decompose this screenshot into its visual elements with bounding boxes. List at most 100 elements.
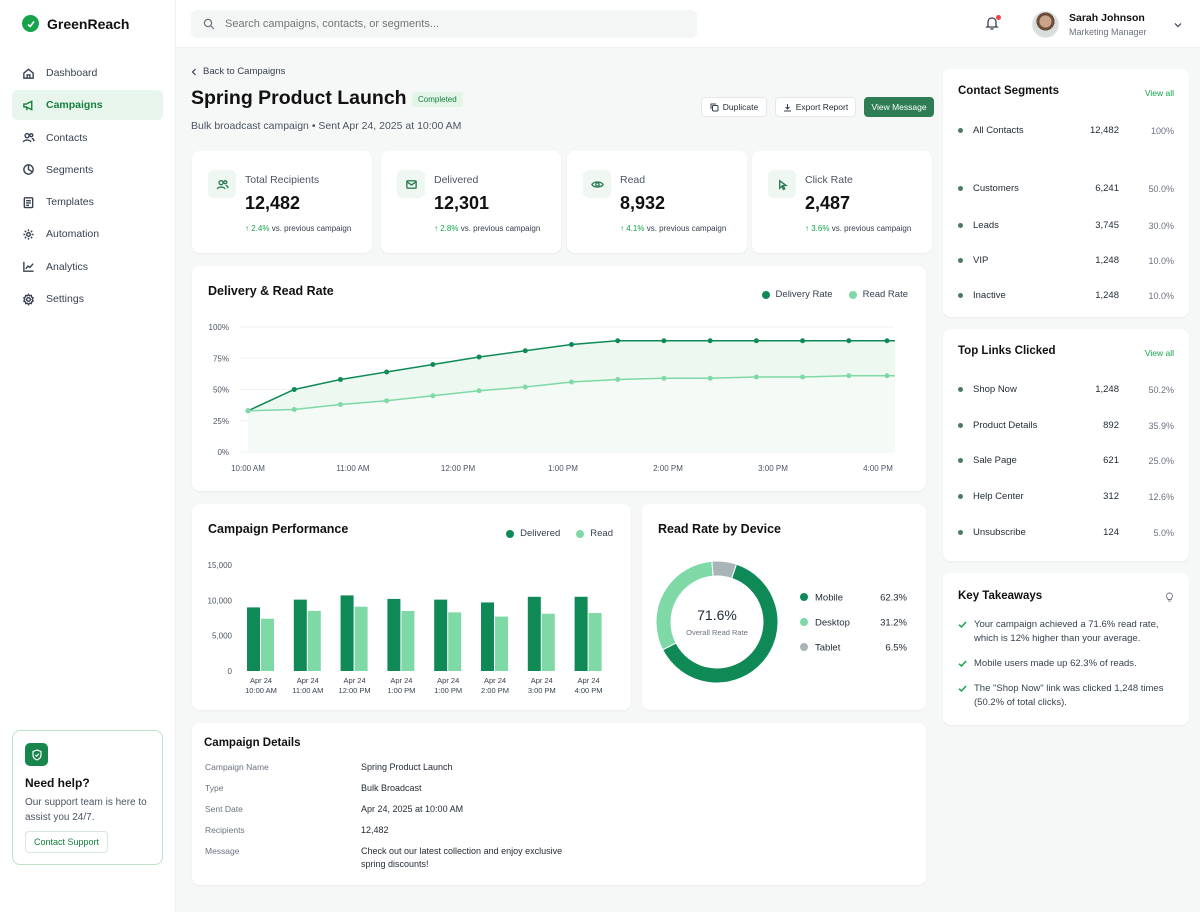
segment-count: 3,745 [1095, 220, 1119, 231]
contact-support-button[interactable]: Contact Support [25, 831, 109, 853]
detail-value: Spring Product Launch [361, 762, 453, 772]
x-tick-label: Apr 24 12:00 PM [339, 676, 371, 695]
notifications-button[interactable] [984, 15, 1002, 33]
brand-name: GreenReach [47, 15, 130, 32]
data-point [800, 374, 806, 380]
segment-percent: 50.0% [1148, 183, 1174, 194]
link-row[interactable]: Shop Now 1,248 50.2% [958, 384, 1174, 395]
link-clicks: 621 [1103, 455, 1119, 466]
segment-row[interactable]: Inactive 1,248 10.0% [958, 290, 1174, 301]
legend-label: Delivered [520, 528, 561, 539]
x-tick-label: 10:00 AM [231, 464, 265, 473]
delivery-read-chart-card: Delivery & Read Rate Delivery Rate Read … [192, 266, 926, 491]
panel-title: Key Takeaways [958, 590, 1043, 602]
user-menu[interactable]: Sarah Johnson Marketing Manager [1032, 11, 1183, 38]
segment-percent: 10.0% [1148, 255, 1174, 266]
sidebar-item-label: Segments [46, 163, 94, 176]
bar-delivered [527, 596, 541, 671]
link-row[interactable]: Product Details 892 35.9% [958, 420, 1174, 431]
stat-change-suffix: vs. previous campaign [271, 224, 352, 233]
campaign-details-card: Campaign Details Campaign Name Spring Pr… [192, 723, 926, 885]
chevron-left-icon [191, 68, 196, 75]
x-tick-label: 2:00 PM [653, 464, 683, 473]
y-tick-label: 25% [213, 417, 229, 426]
data-point [291, 407, 297, 412]
top-links-card: Top Links Clicked View all Shop Now 1,248… [943, 329, 1189, 561]
sidebar-item-segments[interactable]: Segments [12, 155, 163, 185]
link-clicks: 1,248 [1095, 384, 1119, 395]
chevron-down-icon [1174, 22, 1181, 27]
data-point [707, 338, 713, 344]
view-all-links-link[interactable]: View all [1144, 348, 1174, 358]
stat-change-suffix: vs. previous campaign [831, 224, 912, 233]
download-icon [783, 103, 791, 111]
details-title: Campaign Details [204, 737, 301, 749]
view-all-segments-link[interactable]: View all [1144, 88, 1174, 98]
sidebar-item-contacts[interactable]: Contacts [12, 123, 163, 153]
segment-row[interactable]: All Contacts 12,482 100% [958, 125, 1174, 136]
data-point [430, 362, 436, 367]
top-bar: Sarah Johnson Marketing Manager [176, 0, 1200, 48]
user-role: Marketing Manager [1069, 27, 1147, 37]
lightbulb-icon [1166, 592, 1173, 602]
link-row[interactable]: Unsubscribe 124 5.0% [958, 527, 1174, 538]
sidebar-item-analytics[interactable]: Analytics [12, 252, 163, 282]
legend-item-read: Read Rate [848, 289, 908, 300]
brand-logo[interactable]: GreenReach [22, 15, 129, 32]
mail-icon [397, 170, 425, 198]
user-name: Sarah Johnson [1069, 12, 1145, 24]
key-takeaways-card: Key Takeaways Your campaign achieved a 7… [943, 573, 1189, 725]
avatar [1032, 11, 1059, 38]
home-icon [23, 67, 34, 79]
takeaway-text: The "Shop Now" link was clicked 1,248 ti… [974, 683, 1164, 708]
x-tick-label: Apr 24 10:00 AM [245, 676, 277, 695]
sidebar-item-settings[interactable]: Settings [12, 284, 163, 314]
legend-label: Desktop [815, 618, 850, 629]
page-subtitle: Bulk broadcast campaign • Sent Apr 24, 2… [191, 120, 462, 132]
data-point [291, 387, 297, 392]
link-name: Unsubscribe [973, 527, 1026, 538]
search-box[interactable] [191, 10, 697, 38]
x-tick-label: Apr 24 1:00 PM [387, 676, 415, 695]
back-link[interactable]: Back to Campaigns [191, 66, 285, 77]
segment-row[interactable]: VIP 1,248 10.0% [958, 255, 1174, 266]
view-message-button[interactable]: View Message [864, 97, 934, 117]
bar-read [307, 610, 321, 671]
bar-read [261, 618, 274, 671]
segment-name: Leads [973, 220, 999, 231]
segment-name: VIP [973, 255, 989, 266]
export-report-button[interactable]: Export Report [775, 97, 856, 117]
link-clicks: 124 [1103, 527, 1119, 538]
x-tick-label: Apr 24 1:00 PM [434, 676, 462, 695]
status-badge: Completed [412, 92, 463, 107]
link-row[interactable]: Sale Page 621 25.0% [958, 455, 1174, 466]
search-input[interactable] [225, 18, 665, 30]
link-row[interactable]: Help Center 312 12.6% [958, 491, 1174, 502]
stat-card-read: Read 8,932 ↑ 4.1% vs. previous campaign [567, 151, 747, 253]
stat-change-suffix: vs. previous campaign [460, 224, 541, 233]
chart-legend: Delivered Read [506, 528, 613, 539]
bar-delivered [247, 607, 260, 671]
link-percent: 35.9% [1148, 420, 1174, 431]
detail-label: Sent Date [205, 804, 243, 814]
x-tick-label: Apr 24 4:00 PM [575, 676, 603, 695]
duplicate-button[interactable]: Duplicate [701, 97, 767, 117]
legend-dot [800, 643, 808, 651]
stat-card-recipients: Total Recipients 12,482 ↑ 2.4% vs. previ… [192, 151, 372, 253]
sidebar-item-templates[interactable]: Templates [12, 187, 163, 217]
data-point [476, 354, 482, 360]
segment-name: All Contacts [973, 125, 1024, 136]
sidebar-item-automation[interactable]: Automation [12, 219, 163, 249]
chart-title: Campaign Performance [208, 522, 349, 536]
segment-row[interactable]: Customers 6,241 50.0% [958, 183, 1174, 194]
link-percent: 50.2% [1148, 384, 1174, 395]
sidebar-item-label: Dashboard [46, 67, 98, 79]
segment-row[interactable]: Leads 3,745 30.0% [958, 220, 1174, 231]
data-point [707, 375, 713, 381]
bar-read [354, 606, 368, 671]
sidebar-item-dashboard[interactable]: Dashboard [12, 58, 163, 88]
sidebar-item-campaigns[interactable]: Campaigns [12, 90, 163, 121]
y-tick-label: 5,000 [212, 632, 233, 641]
bar-delivered [481, 602, 494, 671]
help-text: Our support team is here to assist you 2… [25, 797, 147, 823]
